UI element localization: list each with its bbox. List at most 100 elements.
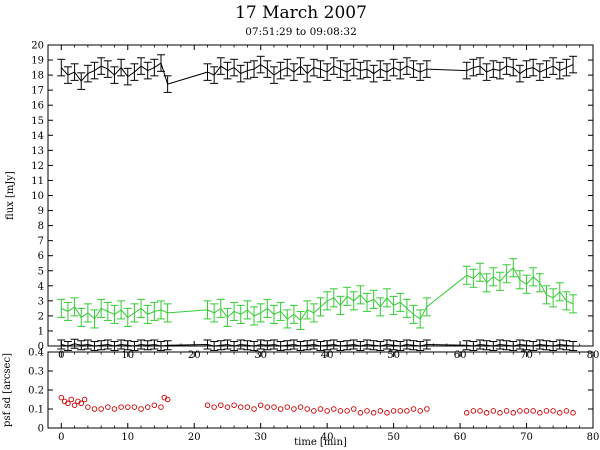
data-point (563, 408, 570, 414)
y-tick-label: 7 (38, 236, 44, 247)
x-tick-label: 20 (188, 432, 201, 443)
series-line (61, 343, 574, 347)
data-point (497, 410, 503, 416)
data-point (317, 406, 324, 412)
y-tick-label: 19 (31, 56, 44, 67)
data-point (78, 400, 84, 407)
data-point (297, 404, 304, 410)
x-tick-label: 30 (254, 432, 267, 443)
data-point (244, 404, 251, 410)
y-tick-label: 20 (31, 41, 44, 52)
x-tick-label: 40 (321, 432, 334, 443)
y-axis-label: flux [mJy] (5, 171, 16, 220)
y-tick-label: 15 (31, 116, 44, 127)
data-point (264, 404, 271, 410)
y-tick-label: 10 (31, 191, 44, 202)
data-point (397, 408, 404, 414)
data-point (424, 406, 430, 412)
y-tick-label: 0 (38, 424, 44, 435)
data-point (131, 404, 138, 410)
data-point (98, 406, 104, 412)
y-tick-label: 0.1 (28, 405, 44, 416)
y-tick-label: 16 (31, 101, 44, 112)
data-point (503, 408, 510, 414)
panel-flux: 0102030405060708001234567891011121314151… (5, 41, 599, 362)
data-point (324, 408, 330, 414)
y-tick-label: 9 (38, 206, 44, 217)
data-point (138, 406, 144, 412)
plots-group: 0102030405060708001234567891011121314151… (2, 41, 599, 449)
y-tick-label: 11 (31, 176, 44, 187)
data-point (81, 396, 88, 403)
data-point (417, 408, 423, 414)
plot-frame (47, 351, 594, 429)
y-tick-label: 1 (38, 326, 44, 337)
y-tick-label: 0.3 (28, 367, 44, 378)
y-tick-label: 3 (38, 296, 44, 307)
data-point (537, 410, 543, 416)
data-point (91, 406, 98, 412)
chart-subtitle: 07:51:29 to 09:08:32 (245, 26, 357, 38)
data-point (151, 402, 158, 408)
data-point (251, 406, 257, 412)
series-line (60, 62, 574, 85)
data-point (68, 396, 75, 403)
data-point (530, 408, 536, 414)
data-point (257, 402, 264, 408)
data-point (237, 404, 244, 410)
data-point (490, 408, 497, 414)
data-point (557, 410, 563, 416)
series-1 (57, 258, 578, 330)
y-axis-label: psf sd [arcsec] (2, 353, 13, 427)
data-point (284, 404, 291, 410)
data-point (111, 406, 118, 412)
x-tick-label: 60 (454, 432, 467, 443)
y-tick-label: 4 (38, 281, 44, 292)
data-point (463, 410, 470, 416)
data-point (71, 402, 78, 408)
y-tick-label: 0 (38, 342, 44, 353)
y-tick-label: 12 (31, 161, 44, 172)
data-point (291, 406, 297, 412)
data-point (277, 406, 284, 412)
x-tick-label: 0 (58, 432, 64, 443)
series-line (61, 266, 574, 322)
data-point (477, 408, 483, 414)
y-tick-label: 13 (31, 146, 44, 157)
data-point (410, 406, 417, 412)
series-2 (57, 338, 578, 352)
data-point (344, 408, 350, 414)
data-point (517, 408, 523, 414)
panel-psf: 0 10 20 30 40 50 60 70 80 0 0.1 0.2 0.3 0.4 psf sd [ar… (2, 348, 599, 449)
data-point (311, 408, 317, 414)
data-point (510, 410, 516, 416)
y-tick-label: 0.2 (28, 386, 44, 397)
x-tick-label: 80 (587, 432, 600, 443)
data-point (483, 410, 490, 416)
y-tick-label: 17 (31, 86, 44, 97)
data-point (357, 410, 364, 416)
data-point (158, 404, 164, 410)
data-point (550, 408, 556, 414)
chart-title: 17 March 2007 (235, 3, 367, 23)
y-tick-label: 18 (31, 71, 44, 82)
x-tick-label: 70 (520, 432, 533, 443)
data-point (377, 408, 384, 414)
data-point (350, 406, 357, 412)
y-tick-label: 5 (38, 266, 44, 277)
data-point (65, 400, 71, 407)
data-point (218, 402, 224, 408)
data-point (337, 408, 344, 414)
data-point (105, 404, 111, 410)
data-point (204, 402, 211, 408)
data-point (570, 410, 576, 416)
y-tick-label: 0.4 (28, 348, 44, 359)
data-point (125, 404, 131, 410)
data-point (404, 408, 410, 414)
data-point (271, 404, 277, 410)
data-point (144, 404, 151, 410)
data-point (58, 394, 65, 401)
scatter-series-0 (58, 394, 576, 416)
